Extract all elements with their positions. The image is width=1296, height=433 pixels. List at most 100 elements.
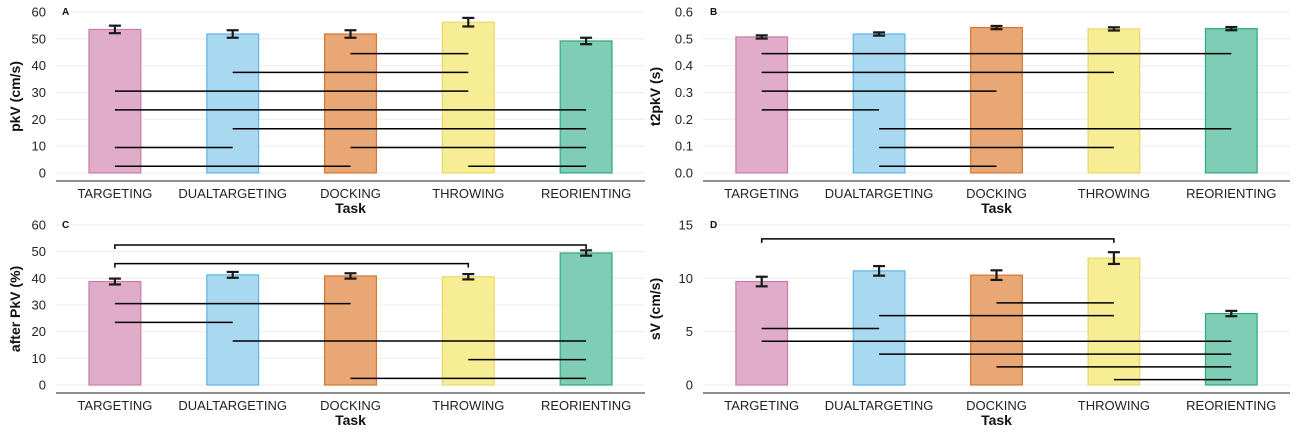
y-tick-label: 0.0	[675, 165, 693, 180]
bar-reorienting	[1204, 28, 1258, 174]
significance-bracket	[114, 244, 587, 249]
x-tick-label: THROWING	[432, 186, 504, 201]
y-tick-label: 20	[32, 324, 46, 339]
x-axis-title: Task	[335, 412, 366, 428]
panel-letter: A	[62, 7, 69, 18]
x-tick-label: TARGETING	[77, 398, 152, 413]
y-tick-labels: 0 5 10 15	[679, 218, 693, 393]
panel-letter: C	[62, 220, 69, 231]
y-tick-label: 15	[679, 218, 693, 233]
x-tick-label: TARGETING	[77, 186, 152, 201]
x-tick-labels: TARGETING DUALTARGETING DOCKING THROWING REO…	[77, 398, 631, 413]
error-bar	[990, 269, 1003, 282]
y-tick-label: 0.6	[675, 5, 693, 20]
y-axis-title: sV (cm/s)	[647, 278, 663, 340]
error-bar	[1225, 309, 1238, 318]
bar-reorienting	[559, 252, 613, 386]
y-tick-label: 0.4	[675, 58, 693, 73]
y-tick-label: 10	[32, 351, 46, 366]
x-axis-title: Task	[335, 200, 366, 216]
y-tick-label: 0	[39, 165, 46, 180]
x-tick-label: THROWING	[1078, 186, 1150, 201]
bar-docking	[970, 26, 1023, 174]
error-bar	[873, 264, 886, 277]
error-bar	[580, 36, 593, 46]
y-tick-label: 30	[32, 298, 46, 313]
y-tick-label: 0.2	[675, 112, 693, 127]
y-tick-label: 30	[32, 85, 46, 100]
x-tick-label: DOCKING	[320, 186, 381, 201]
bars	[88, 21, 613, 174]
x-tick-labels: TARGETING DUALTARGETING DOCKING THROWING REO…	[77, 186, 631, 201]
error-bar	[108, 24, 121, 35]
y-tick-label: 0.3	[675, 85, 693, 100]
y-tick-label: 10	[679, 271, 693, 286]
error-bar	[1107, 26, 1120, 32]
x-tick-label: DUALTARGETING	[178, 186, 287, 201]
error-bar	[108, 277, 121, 286]
x-tick-label: DUALTARGETING	[825, 398, 934, 413]
bar-docking	[323, 33, 378, 174]
y-tick-label: 50	[32, 31, 46, 46]
bar-targeting	[88, 28, 142, 174]
error-bar	[226, 270, 239, 279]
panel-d: sV (cm/s) Task 0 5 10 15 TARGETING DUALTARGET…	[647, 218, 1290, 428]
bar-reorienting	[1204, 312, 1258, 386]
y-tick-labels: 0.0 0.1 0.2 0.3 0.4 0.5 0.6	[675, 5, 693, 181]
significance-lines	[760, 238, 1232, 381]
bars	[88, 252, 613, 386]
error-bar	[344, 272, 357, 280]
x-tick-label: THROWING	[432, 398, 504, 413]
x-tick-label: DUALTARGETING	[178, 398, 287, 413]
bar-targeting	[88, 280, 142, 386]
bar-throwing	[1087, 257, 1141, 386]
panel-letter: D	[710, 220, 717, 231]
x-tick-label: TARGETING	[724, 398, 799, 413]
error-bar	[226, 29, 239, 39]
bar-reorienting	[559, 40, 613, 174]
significance-bracket	[760, 238, 1115, 243]
y-tick-label: 10	[32, 139, 46, 154]
panel-letter: B	[710, 7, 717, 18]
bar-throwing	[441, 21, 495, 174]
error-bar	[1107, 251, 1120, 266]
bar-dualtargeting	[206, 274, 260, 386]
bar-docking	[323, 275, 378, 386]
bar-targeting	[735, 36, 789, 174]
x-tick-label: TARGETING	[724, 186, 799, 201]
error-bar	[873, 31, 886, 37]
bar-throwing	[1087, 28, 1141, 174]
y-tick-label: 60	[32, 5, 46, 20]
error-bars	[108, 16, 593, 46]
bar-targeting	[735, 280, 789, 386]
y-axis-title: after PkV (%)	[7, 266, 23, 352]
error-bar	[755, 34, 768, 40]
bar-docking	[970, 274, 1023, 386]
error-bars	[755, 251, 1238, 318]
y-tick-label: 0	[686, 378, 693, 393]
y-tick-labels: 0 10 20 30 40 50 60	[32, 5, 46, 181]
y-tick-label: 60	[32, 218, 46, 233]
bars	[735, 26, 1258, 174]
y-tick-label: 50	[32, 244, 46, 259]
x-tick-label: DUALTARGETING	[825, 186, 934, 201]
significance-lines	[761, 52, 1232, 167]
error-bar	[462, 16, 475, 28]
x-tick-label: THROWING	[1078, 398, 1150, 413]
significance-lines	[114, 244, 587, 380]
x-axis-title: Task	[981, 200, 1012, 216]
y-tick-label: 0.1	[675, 139, 693, 154]
y-tick-label: 40	[32, 271, 46, 286]
bar-dualtargeting	[852, 33, 906, 174]
y-tick-label: 20	[32, 112, 46, 127]
y-tick-label: 5	[686, 324, 693, 339]
y-tick-label: 40	[32, 58, 46, 73]
x-tick-label: REORIENTING	[1186, 186, 1276, 201]
y-axis-title: pkV (cm/s)	[7, 61, 23, 132]
panel-b: t2pkV (s) Task 0.0 0.1 0.2 0.3 0.4 0.5 0.6 TARG…	[647, 5, 1290, 216]
x-tick-label: DOCKING	[966, 398, 1027, 413]
error-bar	[1225, 25, 1238, 32]
x-tick-labels: TARGETING DUALTARGETING DOCKING THROWING REO…	[724, 398, 1276, 413]
y-tick-labels: 0 10 20 30 40 50 60	[32, 218, 46, 393]
